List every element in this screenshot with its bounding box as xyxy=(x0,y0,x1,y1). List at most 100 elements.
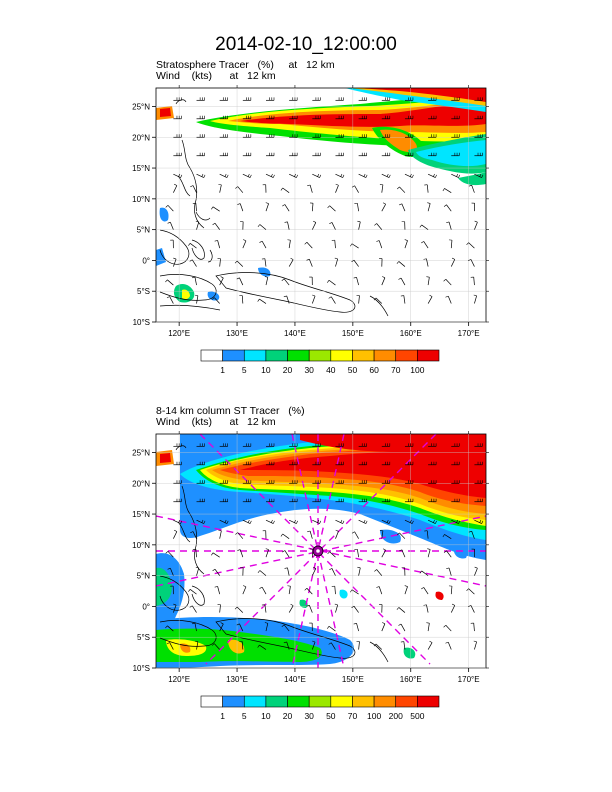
wind-barb-feather xyxy=(191,622,196,625)
wind-barb xyxy=(376,223,383,230)
lat-label: 25°N xyxy=(132,448,150,457)
wind-barb-feather xyxy=(382,548,386,551)
colorbar-label: 5 xyxy=(242,365,247,375)
wind-barb xyxy=(451,519,459,524)
wind-barb-feather xyxy=(296,520,298,524)
colorbar-box xyxy=(265,349,288,362)
wind-barb-feather xyxy=(353,623,357,625)
wind-barb xyxy=(283,278,290,286)
wind-barb-feather xyxy=(189,605,193,608)
wind-barb-feather xyxy=(165,551,169,554)
wind-barb-feather xyxy=(351,185,355,188)
wind-barb-feather xyxy=(481,174,484,178)
wind-barb-feather xyxy=(451,603,455,606)
wind-barb xyxy=(214,222,220,230)
wind-barb-feather xyxy=(443,278,447,282)
wind-barb xyxy=(474,173,482,178)
wind-barb xyxy=(286,295,290,304)
colorbar-box xyxy=(352,695,375,708)
lat-label: 20°N xyxy=(132,133,150,142)
wind-barb xyxy=(196,641,199,650)
wind-barb-feather xyxy=(479,173,482,177)
wind-barb xyxy=(214,297,220,304)
wind-barb xyxy=(423,241,429,249)
wind-barb-feather xyxy=(281,624,285,627)
wind-barb-feather xyxy=(423,604,427,606)
lat-label: 0° xyxy=(142,256,150,265)
lat-label: 10°N xyxy=(132,541,150,550)
wind-barb-feather xyxy=(468,605,472,607)
lat-label: 20°N xyxy=(132,479,150,488)
wind-barb-feather xyxy=(280,187,283,191)
wind-barb-feather xyxy=(419,570,422,574)
wind-barb-feather xyxy=(166,296,170,299)
colorbar-label: 30 xyxy=(304,365,314,375)
wind-barb-feather xyxy=(468,259,472,261)
wind-barb-feather xyxy=(307,530,311,533)
colorbar-box xyxy=(373,695,397,708)
wind-barb-feather xyxy=(212,222,216,226)
wind-barb-feather xyxy=(342,520,345,524)
colorbar-box xyxy=(243,695,267,708)
panel2-overlay: 25°N 20°N 15°N 10°N 5°N 0° 5°S 10°S 120°E 130°E 14… xyxy=(132,431,489,684)
colorbar-label: 5 xyxy=(242,711,247,721)
wind-barb xyxy=(451,173,459,178)
wind-barb-feather xyxy=(404,239,408,241)
wind-barb xyxy=(239,623,244,632)
wind-barb-feather xyxy=(382,202,386,205)
lon-label: 140°E xyxy=(284,329,306,338)
colorbar-label: 200 xyxy=(389,711,403,721)
lon-label: 160°E xyxy=(400,675,422,684)
wind-barb-feather xyxy=(174,183,178,186)
wind-barb-feather xyxy=(479,519,482,523)
wind-barb-feather xyxy=(327,551,330,555)
wind-barb xyxy=(335,519,343,524)
colorbar-label: 30 xyxy=(304,711,314,721)
wind-barb xyxy=(334,586,336,595)
wind-barb-feather xyxy=(178,519,181,523)
wind-barb xyxy=(194,277,197,286)
wind-barb-feather xyxy=(445,641,449,644)
wind-barb-feather xyxy=(167,221,171,224)
wind-barb-feather xyxy=(270,519,273,523)
wind-barb xyxy=(242,240,247,249)
wind-barb-feather xyxy=(166,642,170,645)
wind-barb-feather xyxy=(201,173,204,177)
wind-barb-feather xyxy=(382,276,386,278)
wind-barb-feather xyxy=(259,586,263,589)
wind-barb-feather xyxy=(363,173,366,177)
colorbar-box xyxy=(200,349,223,362)
wind-barb-feather xyxy=(456,519,459,523)
wind-barb xyxy=(196,519,204,524)
wind-barb xyxy=(473,623,475,632)
colorbar-box xyxy=(265,695,288,708)
wind-barb xyxy=(312,222,317,230)
colorbar-label: 100 xyxy=(410,365,424,375)
wind-barb xyxy=(219,277,224,286)
wind-barb-feather xyxy=(319,174,322,178)
wind-barb-feather xyxy=(398,277,402,280)
wind-barb-feather xyxy=(397,186,400,190)
wind-barb-feather xyxy=(409,519,412,523)
wind-barb xyxy=(287,221,290,230)
wind-barb xyxy=(381,203,386,212)
colorbar-label: 20 xyxy=(283,711,293,721)
wind-barb-feather xyxy=(194,294,198,296)
wind-barb xyxy=(330,296,336,304)
colorbar-box xyxy=(417,349,440,362)
wind-barb-feather xyxy=(374,223,377,226)
wind-barb-feather xyxy=(257,644,260,648)
wind-barb-feather xyxy=(306,604,310,607)
panel1-coastlines xyxy=(159,99,389,317)
lat-label: 15°N xyxy=(132,510,150,519)
colorbar-box xyxy=(222,695,245,708)
wind-barb-feather xyxy=(446,567,450,570)
colorbar-label: 500 xyxy=(410,711,424,721)
wind-barb xyxy=(167,551,174,558)
wind-barb xyxy=(173,173,181,178)
wind-barb xyxy=(358,641,360,650)
colorbar-box xyxy=(222,349,245,362)
wind-barb xyxy=(448,567,452,576)
wind-barb xyxy=(427,203,431,212)
lon-label: 120°E xyxy=(168,675,190,684)
